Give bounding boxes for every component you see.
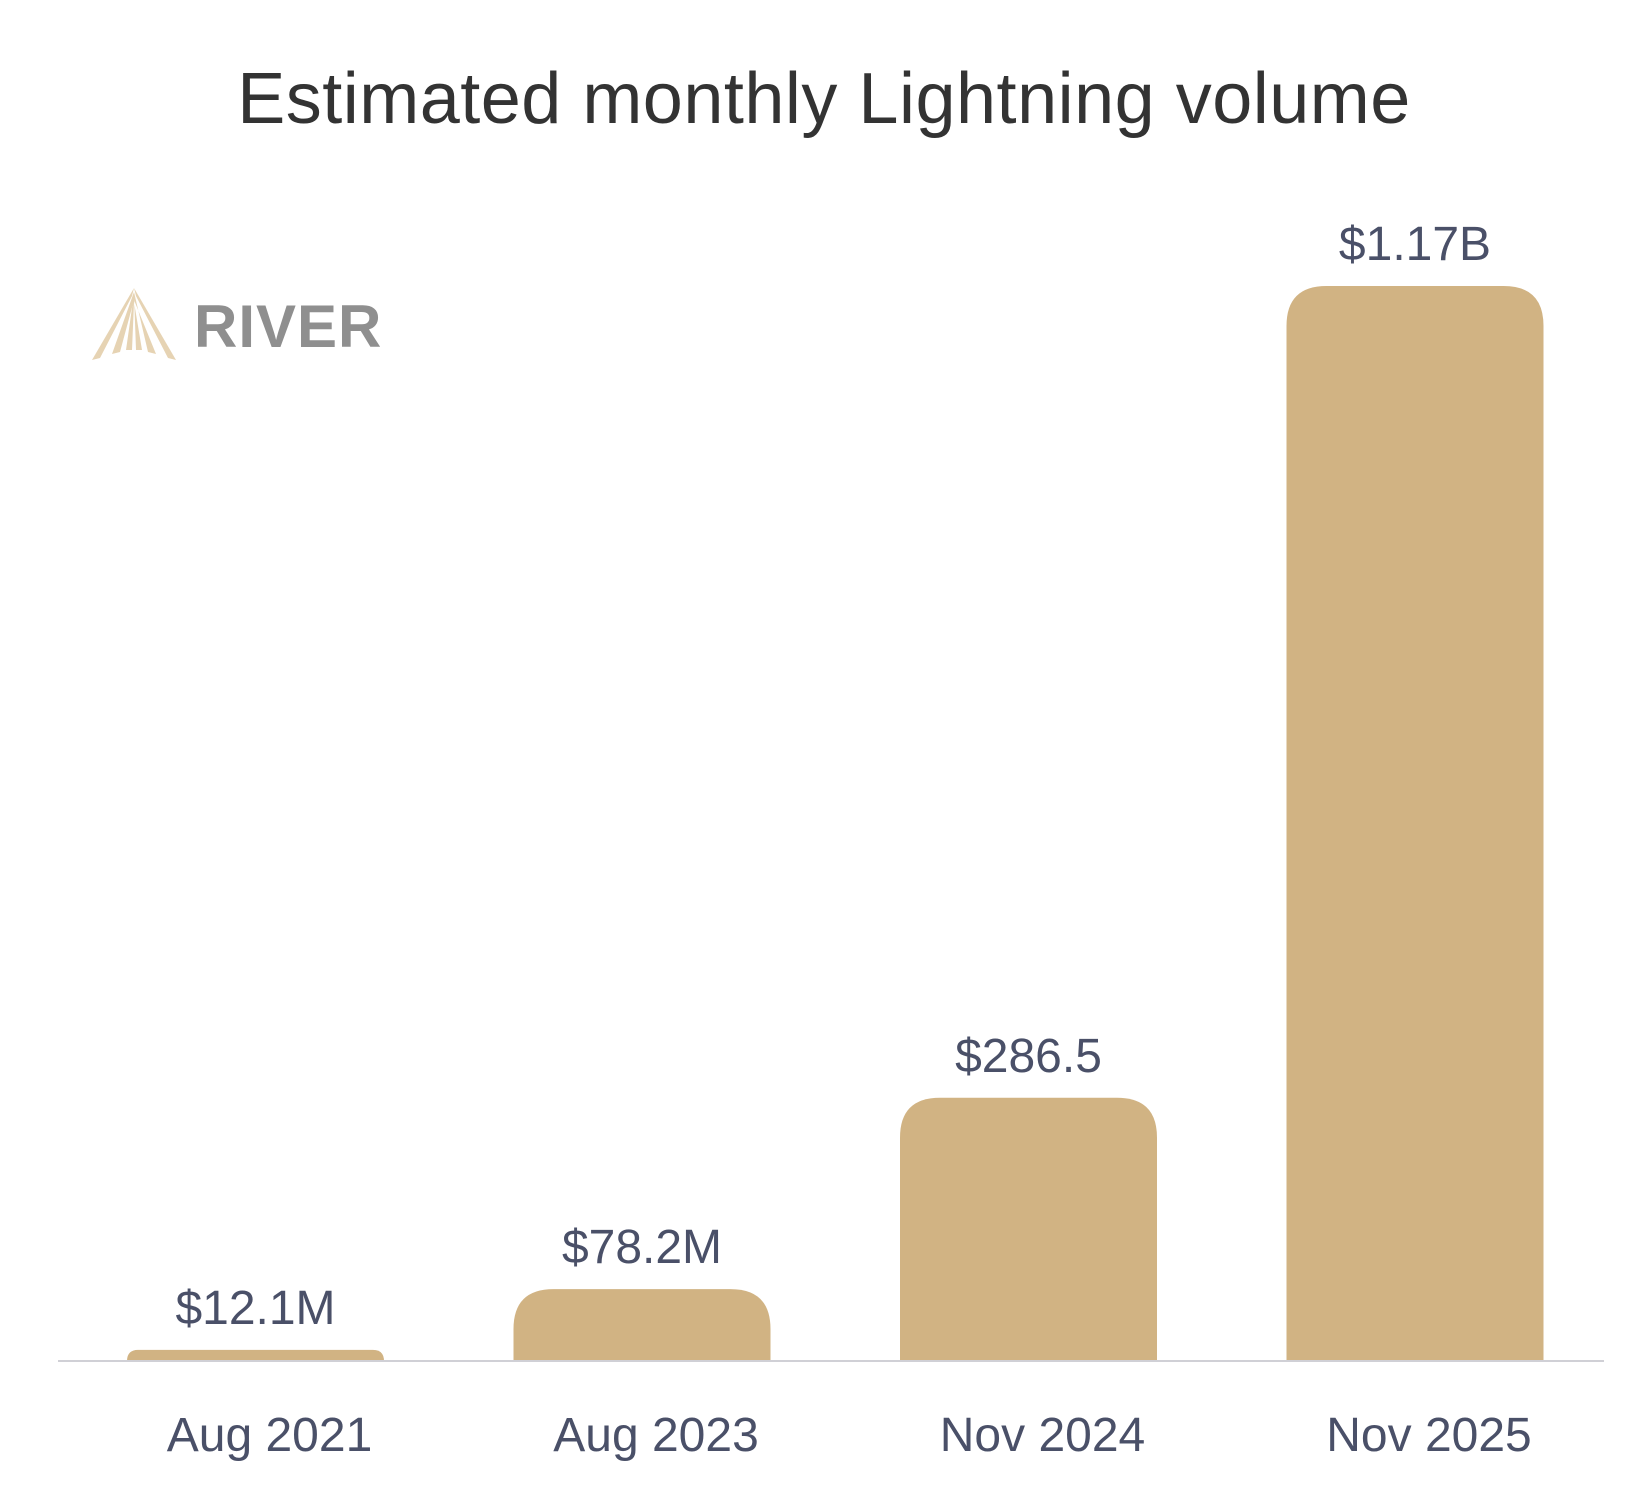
x-tick-label: Nov 2025 (1326, 1409, 1531, 1462)
bar-nov-2024 (900, 1097, 1157, 1361)
river-logo-text: RIVER (194, 292, 383, 360)
river-logo: RIVER (92, 288, 382, 364)
bar-aug-2021 (127, 1349, 384, 1361)
x-tick-label: Aug 2021 (167, 1409, 373, 1462)
chart-title: Estimated monthly Lightning volume (237, 59, 1411, 139)
bar-nov-2025 (1286, 286, 1544, 1361)
data-label: $286.5 (955, 1030, 1102, 1083)
data-label: $12.1M (175, 1282, 335, 1335)
data-label: $78.2M (562, 1221, 722, 1274)
river-logo-mark-icon (92, 288, 176, 360)
x-tick-label: Nov 2024 (940, 1409, 1145, 1462)
data-label: $1.17B (1339, 218, 1491, 271)
x-tick-label: Aug 2023 (553, 1409, 759, 1462)
bar-aug-2023 (513, 1289, 771, 1361)
